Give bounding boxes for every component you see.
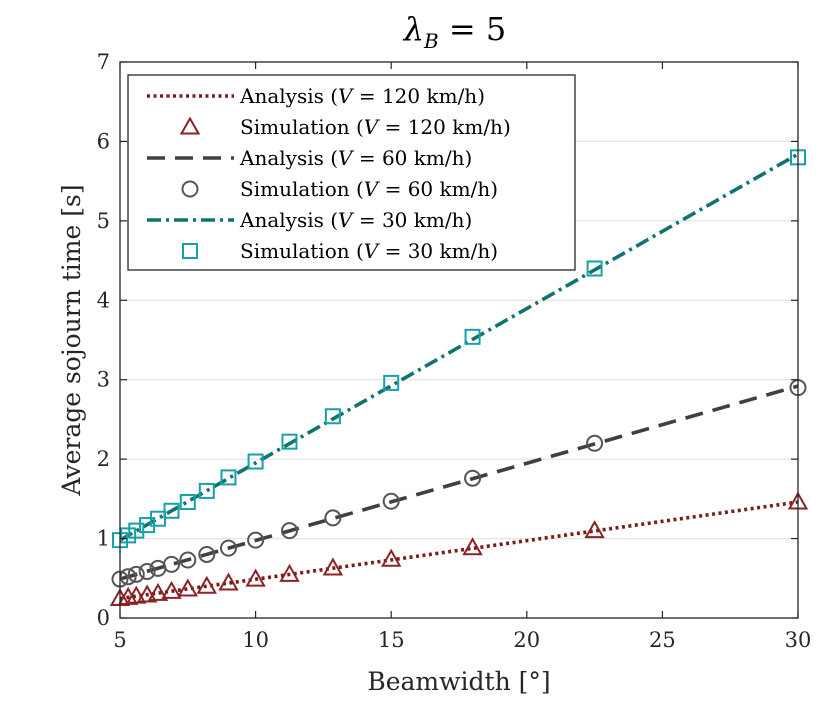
data-point-circle bbox=[464, 469, 482, 487]
data-point-circle bbox=[281, 522, 298, 540]
y-tick-label: 7 bbox=[97, 50, 110, 74]
y-tick-label: 6 bbox=[97, 129, 110, 153]
legend: Analysis (V = 120 km/h) Simulation (V = 1… bbox=[127, 74, 576, 271]
data-point-triangle bbox=[218, 572, 239, 591]
legend-entry-1: Simulation (V = 120 km/h) bbox=[240, 115, 511, 139]
data-point-triangle bbox=[584, 520, 605, 539]
data-point-triangle bbox=[279, 563, 300, 582]
y-tick-label: 1 bbox=[97, 527, 110, 551]
data-point-square bbox=[383, 374, 400, 391]
data-point-square bbox=[586, 260, 603, 277]
data-point-circle bbox=[198, 545, 216, 563]
legend-marker-triangle bbox=[179, 116, 201, 135]
series-line-2 bbox=[119, 384, 799, 581]
chart-title-symbol: λ bbox=[402, 10, 424, 48]
data-point-triangle bbox=[177, 578, 199, 597]
data-point-square bbox=[220, 469, 237, 486]
data-point-triangle bbox=[136, 584, 158, 603]
data-point-triangle bbox=[462, 537, 483, 556]
data-point-square bbox=[281, 433, 298, 450]
series-layer bbox=[119, 152, 799, 601]
data-point-triangle bbox=[380, 548, 402, 567]
data-point-square bbox=[198, 482, 215, 499]
y-tick-label: 4 bbox=[97, 288, 110, 312]
data-point-square bbox=[179, 494, 196, 511]
legend-entry-4: Analysis (V = 30 km/h) bbox=[239, 208, 472, 232]
data-point-square bbox=[464, 328, 481, 345]
data-point-triangle bbox=[161, 580, 182, 599]
data-point-circle bbox=[324, 509, 342, 527]
y-tick-label: 3 bbox=[97, 368, 110, 392]
chart-title-subscript: B bbox=[423, 29, 439, 53]
data-point-circle bbox=[179, 551, 197, 569]
y-tick-label: 5 bbox=[97, 209, 110, 233]
data-point-circle bbox=[219, 539, 237, 557]
legend-entry-2: Analysis (V = 60 km/h) bbox=[239, 146, 472, 170]
data-point-circle bbox=[382, 492, 400, 510]
legend-marker-square bbox=[182, 243, 198, 259]
x-tick-label: 20 bbox=[513, 628, 540, 652]
legend-entry-3: Simulation (V = 60 km/h) bbox=[240, 177, 498, 201]
y-tick-label: 0 bbox=[97, 606, 110, 630]
chart-title-rest: = 5 bbox=[439, 10, 507, 48]
y-tick-label: 2 bbox=[97, 447, 110, 471]
data-point-square bbox=[247, 453, 264, 470]
x-tick-label: 10 bbox=[242, 628, 269, 652]
x-axis-label: Beamwidth [°] bbox=[367, 667, 550, 696]
legend-entry-0: Analysis (V = 120 km/h) bbox=[239, 84, 485, 108]
x-tick-label: 30 bbox=[785, 628, 812, 652]
data-point-triangle bbox=[322, 557, 344, 576]
chart-title: λB = 5 bbox=[402, 10, 507, 53]
legend-box bbox=[127, 74, 576, 271]
data-point-square bbox=[324, 408, 341, 425]
data-point-triangle bbox=[126, 585, 147, 604]
data-point-circle bbox=[163, 555, 181, 573]
axes-box bbox=[119, 61, 799, 619]
data-point-circle bbox=[127, 565, 145, 583]
data-point-circle bbox=[586, 434, 604, 452]
x-tick-label: 15 bbox=[378, 628, 405, 652]
data-point-circle bbox=[247, 531, 265, 549]
ticks: 5 10 15 20 25 30 0 1 2 3 4 5 6 7 bbox=[97, 50, 812, 652]
data-point-circle bbox=[138, 563, 156, 581]
x-tick-label: 5 bbox=[113, 628, 126, 652]
data-point-triangle bbox=[147, 582, 169, 601]
data-point-square bbox=[163, 502, 180, 519]
legend-marker-circle bbox=[181, 180, 199, 198]
x-tick-label: 25 bbox=[649, 628, 676, 652]
data-point-triangle bbox=[245, 568, 266, 587]
data-point-square bbox=[128, 522, 145, 539]
series-line-4 bbox=[119, 152, 799, 542]
marker-layer bbox=[109, 149, 809, 607]
data-point-square bbox=[120, 527, 137, 544]
data-point-triangle bbox=[196, 575, 218, 594]
y-axis-label: Average sojourn time [s] bbox=[57, 184, 86, 496]
legend-entry-5: Simulation (V = 30 km/h) bbox=[240, 239, 498, 263]
